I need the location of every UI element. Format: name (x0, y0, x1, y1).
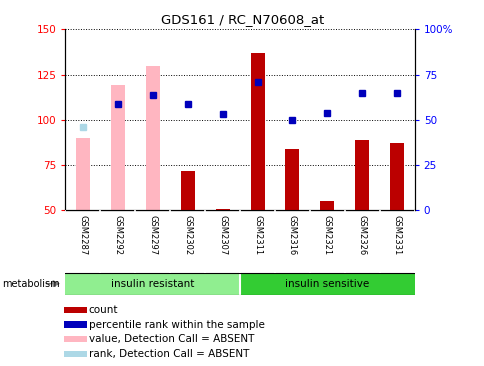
Text: insulin sensitive: insulin sensitive (285, 279, 369, 289)
Text: GSM2311: GSM2311 (253, 216, 261, 255)
Text: GSM2302: GSM2302 (183, 216, 192, 255)
Bar (390, 143, 403, 210)
Text: percentile rank within the sample: percentile rank within the sample (89, 320, 264, 329)
Bar (64, 321, 87, 328)
Bar (65, 273, 240, 295)
Text: GSM2292: GSM2292 (113, 216, 122, 255)
Text: GDS161 / RC_N70608_at: GDS161 / RC_N70608_at (161, 13, 323, 26)
Text: count: count (89, 305, 118, 315)
Bar (64, 307, 87, 313)
Text: metabolism: metabolism (2, 279, 60, 289)
Text: GSM2316: GSM2316 (287, 216, 296, 256)
Bar (250, 53, 264, 210)
Bar (240, 273, 414, 295)
Bar (181, 171, 194, 210)
Text: insulin resistant: insulin resistant (111, 279, 194, 289)
Text: GSM2321: GSM2321 (322, 216, 331, 255)
Bar (64, 351, 87, 357)
Bar (146, 66, 159, 210)
Bar (64, 336, 87, 343)
Bar (215, 209, 229, 210)
Text: GSM2287: GSM2287 (78, 216, 87, 256)
Text: value, Detection Call = ABSENT: value, Detection Call = ABSENT (89, 334, 254, 344)
Bar (355, 140, 368, 210)
Text: rank, Detection Call = ABSENT: rank, Detection Call = ABSENT (89, 349, 249, 359)
Bar (76, 138, 90, 210)
Bar (285, 149, 299, 210)
Text: GSM2326: GSM2326 (357, 216, 366, 256)
Bar (111, 85, 124, 210)
Text: GSM2297: GSM2297 (148, 216, 157, 255)
Text: GSM2331: GSM2331 (392, 216, 401, 256)
Text: GSM2307: GSM2307 (218, 216, 227, 256)
Bar (320, 201, 333, 210)
